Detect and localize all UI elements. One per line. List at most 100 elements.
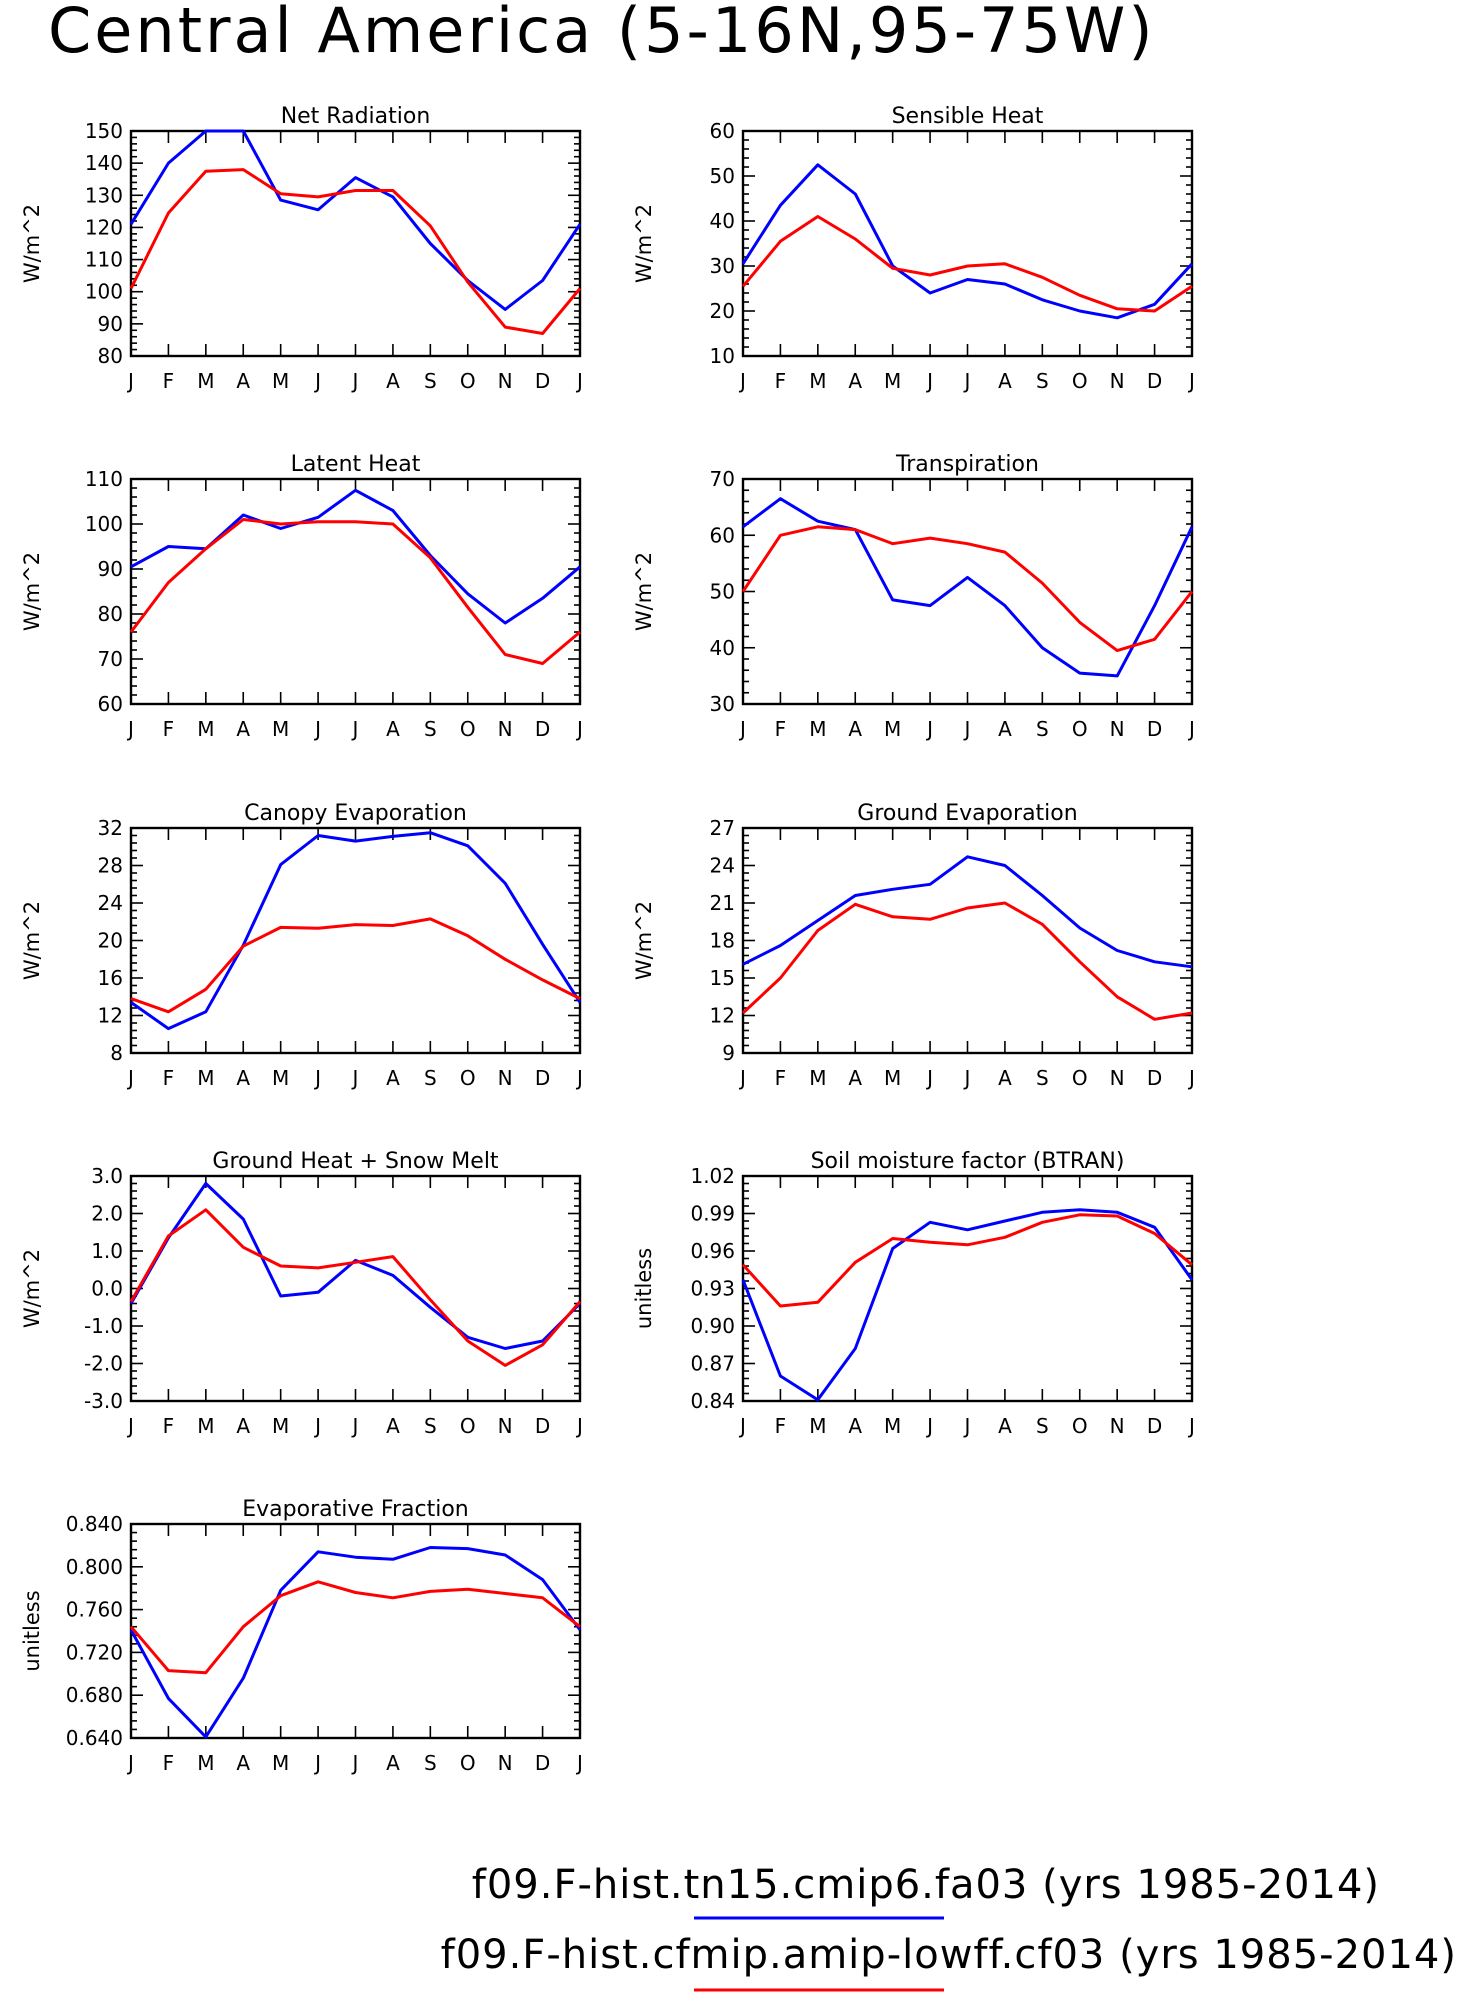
y-tick-label: 0.0 bbox=[91, 1277, 123, 1301]
series-line-case1 bbox=[742, 497, 1194, 678]
series-line-case1 bbox=[129, 129, 582, 311]
y-tick-label: 0.96 bbox=[690, 1239, 735, 1263]
y-tick-label: 130 bbox=[85, 183, 123, 207]
x-tick-label: S bbox=[1036, 1066, 1049, 1090]
x-tick-label: S bbox=[424, 717, 437, 741]
x-tick-label: A bbox=[848, 717, 862, 741]
plot-frame bbox=[129, 477, 582, 706]
x-tick-label: M bbox=[197, 1414, 214, 1438]
plot-frame bbox=[741, 826, 1194, 1055]
x-tick-label: N bbox=[498, 369, 513, 393]
x-tick-label: J bbox=[351, 369, 359, 393]
x-tick-label: J bbox=[313, 1751, 321, 1775]
y-tick-label: -2.0 bbox=[84, 1352, 123, 1376]
y-tick-label: 80 bbox=[98, 602, 123, 626]
legend-label-1: f09.F-hist.tn15.cmip6.fa03 (yrs 1985-201… bbox=[472, 1862, 1380, 1908]
y-tick-label: 2.0 bbox=[91, 1202, 123, 1226]
y-tick-label: 0.87 bbox=[690, 1352, 735, 1376]
series-line-case2 bbox=[129, 168, 582, 335]
x-tick-label: M bbox=[884, 1414, 901, 1438]
x-tick-label: J bbox=[126, 1066, 134, 1090]
panel-title: Ground Evaporation bbox=[857, 801, 1077, 826]
y-tick-label: 20 bbox=[98, 929, 123, 953]
panel-title: Evaporative Fraction bbox=[242, 1497, 468, 1522]
y-tick-label: 120 bbox=[85, 215, 123, 239]
y-tick-label: 110 bbox=[85, 248, 123, 272]
x-tick-label: J bbox=[1187, 369, 1195, 393]
plot-frame bbox=[741, 1174, 1194, 1403]
y-tick-label: 28 bbox=[98, 854, 123, 878]
y-axis-label: W/m^2 bbox=[20, 901, 44, 980]
x-tick-label: J bbox=[313, 717, 321, 741]
x-tick-label: D bbox=[1147, 1414, 1162, 1438]
x-tick-label: J bbox=[738, 717, 746, 741]
x-tick-label: J bbox=[738, 369, 746, 393]
x-tick-label: J bbox=[1187, 717, 1195, 741]
main-title: Central America (5-16N,95-75W) bbox=[48, 0, 1156, 67]
x-tick-label: J bbox=[313, 1414, 321, 1438]
x-tick-label: M bbox=[809, 369, 826, 393]
panel-title: Sensible Heat bbox=[892, 104, 1044, 129]
x-tick-label: A bbox=[236, 1066, 250, 1090]
x-tick-label: S bbox=[1036, 717, 1049, 741]
x-tick-label: J bbox=[963, 369, 971, 393]
panel-title: Transpiration bbox=[895, 452, 1039, 477]
x-tick-label: D bbox=[1147, 1066, 1162, 1090]
x-tick-label: M bbox=[272, 717, 289, 741]
plot-frame bbox=[741, 129, 1194, 358]
x-tick-label: M bbox=[884, 717, 901, 741]
plot-frame bbox=[129, 1174, 582, 1403]
y-tick-label: 24 bbox=[710, 854, 735, 878]
y-tick-label: 1.02 bbox=[690, 1164, 735, 1188]
y-tick-label: 60 bbox=[710, 523, 735, 547]
y-tick-label: 40 bbox=[710, 636, 735, 660]
x-tick-label: A bbox=[236, 1414, 250, 1438]
y-tick-label: 0.84 bbox=[690, 1389, 735, 1413]
series-line-case2 bbox=[741, 215, 1193, 313]
x-tick-label: O bbox=[1072, 369, 1088, 393]
x-tick-label: M bbox=[272, 1414, 289, 1438]
x-tick-label: D bbox=[535, 1066, 550, 1090]
x-tick-label: A bbox=[998, 717, 1012, 741]
y-axis-label: unitless bbox=[632, 1248, 656, 1329]
x-tick-label: F bbox=[775, 369, 787, 393]
x-tick-label: A bbox=[998, 1414, 1012, 1438]
y-axis-label: W/m^2 bbox=[20, 204, 44, 283]
y-axis-label: unitless bbox=[20, 1590, 44, 1671]
x-tick-label: N bbox=[498, 1751, 513, 1775]
x-tick-label: O bbox=[1072, 1066, 1088, 1090]
x-tick-label: F bbox=[775, 1414, 787, 1438]
x-tick-label: N bbox=[498, 1414, 513, 1438]
x-tick-label: S bbox=[424, 1414, 437, 1438]
y-tick-label: 80 bbox=[98, 344, 123, 368]
x-tick-label: J bbox=[351, 717, 359, 741]
y-tick-label: 10 bbox=[710, 344, 735, 368]
plot-frame bbox=[741, 477, 1194, 706]
series-line-case1 bbox=[130, 831, 582, 1031]
y-tick-label: 3.0 bbox=[91, 1164, 123, 1188]
x-tick-label: A bbox=[236, 1751, 250, 1775]
y-tick-label: 15 bbox=[710, 966, 735, 990]
legend: f09.F-hist.tn15.cmip6.fa03 (yrs 1985-201… bbox=[441, 1862, 1456, 1992]
panel-title: Ground Heat + Snow Melt bbox=[212, 1149, 499, 1174]
x-tick-label: J bbox=[313, 369, 321, 393]
y-tick-label: 0.720 bbox=[66, 1640, 123, 1664]
series-line-case2 bbox=[129, 1208, 582, 1367]
x-tick-label: J bbox=[126, 1751, 134, 1775]
series-line-case1 bbox=[742, 855, 1193, 969]
x-tick-label: A bbox=[848, 369, 862, 393]
y-tick-label: 16 bbox=[98, 966, 123, 990]
x-tick-label: M bbox=[272, 1066, 289, 1090]
y-tick-label: 1.0 bbox=[91, 1239, 123, 1263]
y-tick-label: 100 bbox=[85, 280, 123, 304]
x-tick-label: D bbox=[535, 717, 550, 741]
y-tick-label: 30 bbox=[710, 254, 735, 278]
y-tick-label: 0.640 bbox=[66, 1726, 123, 1750]
series-line-case2 bbox=[741, 1213, 1193, 1308]
y-tick-label: 0.680 bbox=[66, 1683, 123, 1707]
panel-title: Net Radiation bbox=[281, 104, 431, 129]
x-tick-label: J bbox=[963, 717, 971, 741]
x-tick-label: J bbox=[738, 1414, 746, 1438]
